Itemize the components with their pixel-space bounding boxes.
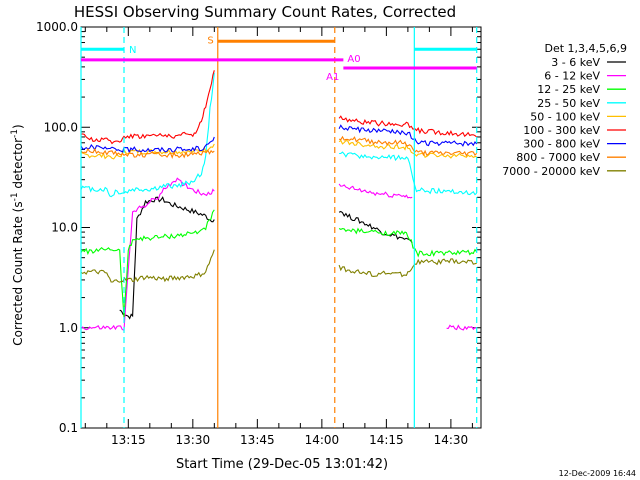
state-bar-label: N xyxy=(129,45,136,56)
legend-label: 100 - 300 keV xyxy=(523,124,600,137)
y-tick-label: 0.1 xyxy=(59,421,78,435)
legend-label: 25 - 50 keV xyxy=(537,97,600,110)
legend-label: 3 - 6 keV xyxy=(551,56,600,69)
series-line xyxy=(446,324,477,331)
series-line xyxy=(80,70,215,145)
legend-header: Det 1,3,4,5,6,9 xyxy=(544,42,627,55)
state-bar-label: A0 xyxy=(347,54,360,65)
y-tick-label: 1.0 xyxy=(59,321,78,335)
series-line xyxy=(80,147,215,160)
x-tick-label: 13:30 xyxy=(176,433,211,447)
y-axis-label-sup: -1 xyxy=(10,129,20,138)
legend-label: 800 - 7000 keV xyxy=(516,151,600,164)
series-line xyxy=(338,135,478,157)
plot-area: 1000.0 100.0 10.0 1.0 0.1 13:15 13:30 13:45 14:0… xyxy=(36,20,482,447)
x-tick-label: 13:45 xyxy=(240,433,275,447)
y-axis-label-part: Corrected Count Rate (s xyxy=(11,201,25,345)
y-tick-label: 10.0 xyxy=(51,221,78,235)
series-line xyxy=(80,143,215,160)
series-line xyxy=(80,72,215,198)
y-axis-label-sup: -1 xyxy=(10,192,20,201)
series-line xyxy=(80,136,215,154)
legend-label: 12 - 25 keV xyxy=(537,83,600,96)
series-line xyxy=(119,196,215,320)
series-line xyxy=(338,258,477,278)
series-line xyxy=(338,124,478,147)
svg-text:Corrected Count Rate (s-1 dete: Corrected Count Rate (s-1 detector-1) xyxy=(10,124,25,345)
series-line xyxy=(80,249,215,283)
x-tick-label: 14:00 xyxy=(305,433,340,447)
series-line xyxy=(338,210,413,244)
y-axis-label-part: ) xyxy=(11,124,25,129)
y-axis-label: Corrected Count Rate (s-1 detector-1) xyxy=(10,124,25,345)
chart-title: HESSI Observing Summary Count Rates, Cor… xyxy=(74,3,456,21)
x-tick-label: 13:15 xyxy=(111,433,146,447)
legend-label: 50 - 100 keV xyxy=(530,110,600,123)
series-line xyxy=(338,183,413,199)
state-bar-label: S xyxy=(207,35,213,46)
x-tick-label: 14:15 xyxy=(369,433,404,447)
series-line xyxy=(80,177,215,331)
legend-label: 7000 - 20000 keV xyxy=(502,165,600,178)
series-line xyxy=(338,139,477,159)
x-tick-label: 14:30 xyxy=(434,433,469,447)
series-line xyxy=(338,115,478,138)
y-axis-label-part: detector xyxy=(11,138,25,193)
y-tick-label: 100.0 xyxy=(44,120,78,134)
legend-label: 6 - 12 keV xyxy=(544,70,600,83)
series-line xyxy=(339,151,478,196)
footer-date: 12-Dec-2009 16:44 xyxy=(559,469,636,478)
state-bar-label: A1 xyxy=(326,72,339,83)
series-line xyxy=(338,227,478,258)
y-tick-label: 1000.0 xyxy=(36,20,78,34)
plot-frame xyxy=(80,26,482,429)
series-line xyxy=(80,209,215,318)
x-axis-label: Start Time (29-Dec-05 13:01:42) xyxy=(176,457,388,472)
legend-label: 300 - 800 keV xyxy=(523,138,600,151)
